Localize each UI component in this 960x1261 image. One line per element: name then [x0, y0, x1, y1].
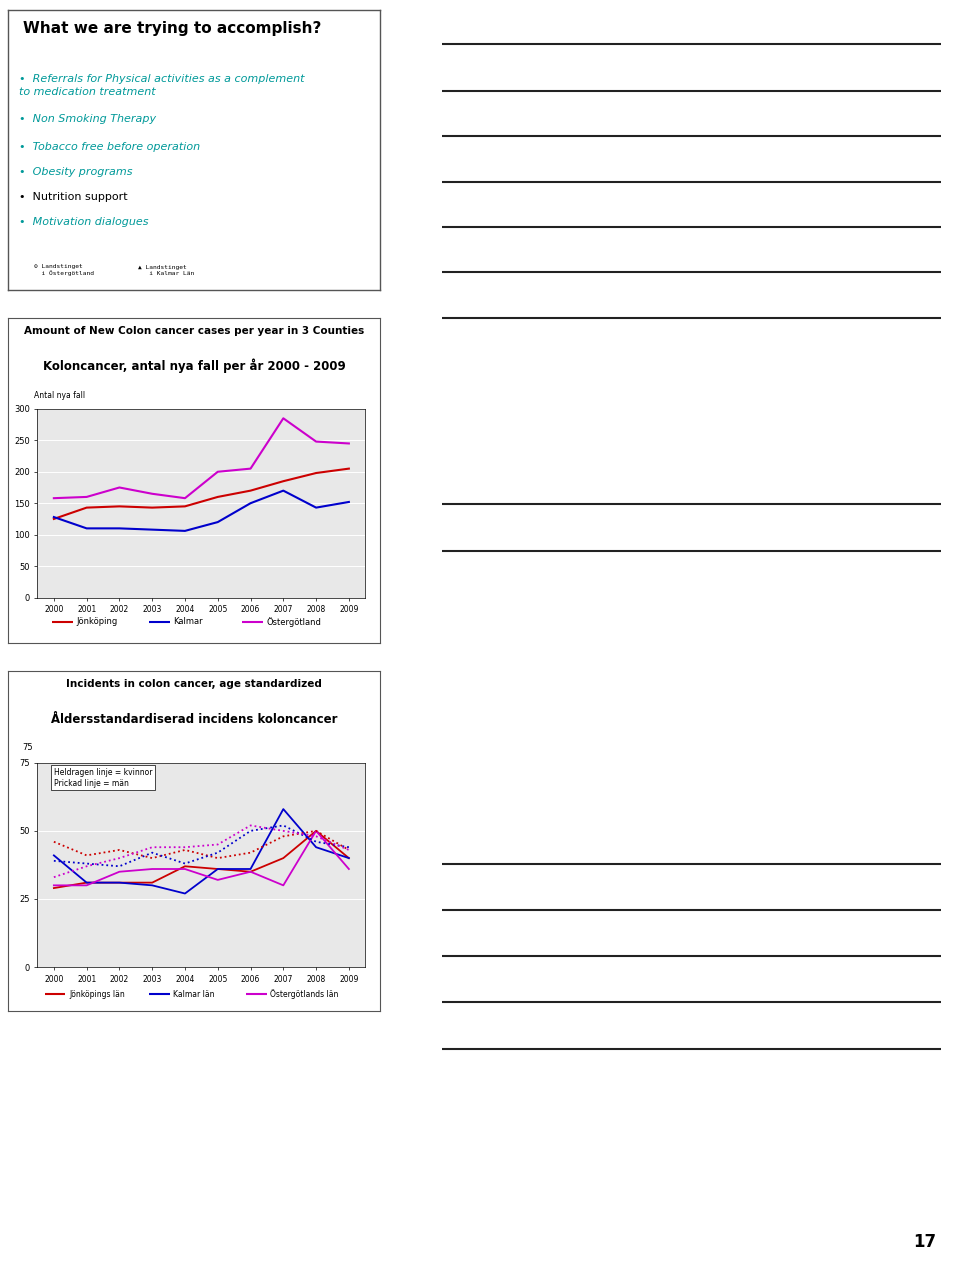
Text: Kalmar län: Kalmar län: [174, 990, 215, 999]
Text: Koloncancer, antal nya fall per år 2000 - 2009: Koloncancer, antal nya fall per år 2000 …: [42, 358, 346, 373]
Text: Antal nya fall: Antal nya fall: [34, 391, 84, 400]
Text: Åldersstandardiserad incidens koloncancer: Åldersstandardiserad incidens koloncance…: [51, 714, 337, 726]
Text: •  Non Smoking Therapy: • Non Smoking Therapy: [19, 113, 156, 124]
Text: 75: 75: [22, 743, 33, 752]
Text: Östergötlands län: Östergötlands län: [271, 990, 339, 999]
Text: ▲ Landstinget
   i Kalmar Län: ▲ Landstinget i Kalmar Län: [138, 265, 194, 276]
Text: Heldragen linje = kvinnor
Prickad linje = män: Heldragen linje = kvinnor Prickad linje …: [54, 768, 153, 788]
Text: •  Motivation dialogues: • Motivation dialogues: [19, 217, 149, 227]
Text: 17: 17: [913, 1233, 936, 1251]
Text: Östergötland: Östergötland: [267, 617, 322, 627]
Text: •  Tobacco free before operation: • Tobacco free before operation: [19, 141, 200, 151]
Text: Kalmar: Kalmar: [174, 618, 204, 627]
Text: Incidents in colon cancer, age standardized: Incidents in colon cancer, age standardi…: [66, 680, 322, 690]
Text: Jönköping: Jönköping: [77, 618, 118, 627]
Text: Jönköpings län: Jönköpings län: [69, 990, 125, 999]
Text: Amount of New Colon cancer cases per year in 3 Counties: Amount of New Colon cancer cases per yea…: [24, 325, 364, 335]
Text: ⊙ Landstinget
  i Östergötland: ⊙ Landstinget i Östergötland: [34, 265, 94, 276]
Text: What we are trying to accomplish?: What we are trying to accomplish?: [23, 21, 321, 37]
Text: •  Obesity programs: • Obesity programs: [19, 166, 132, 177]
Text: •  Nutrition support: • Nutrition support: [19, 192, 128, 202]
Text: •  Referrals for Physical activities as a complement
to medication treatment: • Referrals for Physical activities as a…: [19, 74, 304, 97]
